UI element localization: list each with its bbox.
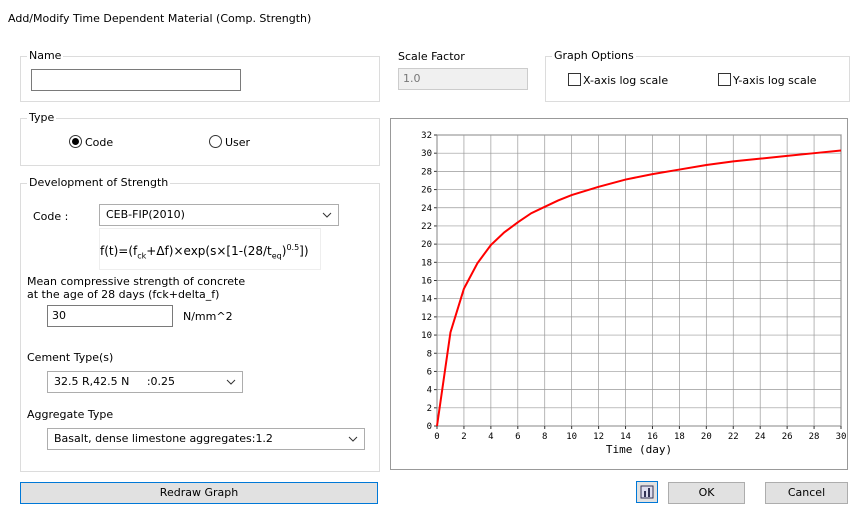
x-tick-label: 4 [488, 432, 493, 442]
redraw-button[interactable]: Redraw Graph [20, 482, 378, 504]
y-tick-label: 10 [421, 331, 432, 341]
formula-part: ]) [299, 244, 309, 258]
y-tick-label: 2 [427, 404, 432, 414]
group-label: Development of Strength [27, 176, 171, 189]
graph-options: Graph Options X-axis log scale Y-axis lo… [545, 49, 850, 102]
x-tick-label: 20 [701, 432, 712, 442]
development-group: Development of Strength Code : CEB-FIP(2… [20, 176, 380, 472]
cancel-button[interactable]: Cancel [765, 482, 848, 504]
aggregate-dropdown[interactable]: Basalt, dense limestone aggregates:1.2 [47, 428, 365, 450]
radio-label: Code [85, 136, 114, 149]
y-tick-label: 8 [427, 349, 432, 359]
x-tick-label: 18 [674, 432, 685, 442]
name-group: Name [20, 49, 380, 102]
x-tick-label: 14 [620, 432, 631, 442]
y-tick-label: 6 [427, 367, 432, 377]
y-tick-label: 12 [421, 313, 432, 323]
radio-option[interactable]: Code [69, 135, 113, 149]
x-tick-label: 6 [515, 432, 520, 442]
y-tick-label: 20 [421, 240, 432, 250]
window-title: Add/Modify Time Dependent Material (Comp… [8, 12, 312, 25]
x-tick-label: 30 [836, 432, 847, 442]
x-tick-label: 2 [461, 432, 466, 442]
y-tick-label: 0 [427, 422, 432, 432]
scale-label: Scale Factor [398, 50, 465, 63]
x-tick-label: 28 [809, 432, 820, 442]
dropdown-value: Basalt, dense limestone aggregates:1.2 [54, 432, 273, 445]
dropdown-value: 32.5 R,42.5 N :0.25 [54, 375, 176, 388]
y-tick-label: 4 [427, 386, 432, 396]
radio[interactable] [69, 135, 82, 148]
formula-part: 0.5 [286, 243, 300, 252]
radio-label: User [225, 136, 251, 149]
unit-label: N/mm^2 [183, 310, 233, 323]
cement-label: Cement Type(s) [27, 351, 114, 364]
y-tick-label: 14 [421, 295, 432, 305]
group-label: Name [27, 49, 64, 62]
name-input[interactable] [31, 69, 241, 91]
strength-curve [436, 149, 842, 427]
y-tick-label: 24 [421, 204, 432, 214]
scale-input[interactable]: 1.0 [398, 68, 528, 90]
radio[interactable] [209, 135, 222, 148]
cement-dropdown[interactable]: 32.5 R,42.5 N :0.25 [47, 371, 243, 393]
x-tick-label: 26 [782, 432, 793, 442]
checkbox-label: Y-axis log scale [733, 74, 817, 87]
formula-part: +Δf)×exp(s×[1-(28/t [146, 244, 272, 258]
x-log-checkbox[interactable]: X-axis log scale [568, 73, 668, 87]
x-tick-label: 8 [542, 432, 547, 442]
group-label: Graph Options [552, 49, 636, 62]
formula-part: f(t)=(f [100, 244, 138, 258]
formula-part: ) [281, 244, 287, 258]
aggregate-label: Aggregate Type [27, 408, 114, 421]
chevron [226, 379, 236, 385]
code-dropdown[interactable]: CEB-FIP(2010) [99, 204, 339, 226]
y-log-checkbox[interactable]: Y-axis log scale [718, 73, 817, 87]
x-axis-label: Time (day) [606, 443, 672, 456]
group-label: Type [27, 111, 57, 124]
icon-button[interactable] [636, 481, 658, 503]
mean-label: Mean compressive strength of concrete [27, 275, 246, 288]
type-group: Type Code User [20, 111, 380, 166]
chevron [322, 212, 332, 218]
y-tick-label: 16 [421, 277, 432, 287]
icon [640, 485, 654, 499]
mean-label: at the age of 28 days (fck+delta_f) [27, 288, 220, 301]
x-tick-label: 22 [728, 432, 739, 442]
y-tick-label: 28 [421, 167, 432, 177]
y-tick-label: 32 [421, 131, 432, 141]
y-tick-label: 30 [421, 149, 432, 159]
checkbox-label: X-axis log scale [583, 74, 669, 87]
x-tick-label: 24 [755, 432, 766, 442]
x-tick-label: 10 [566, 432, 577, 442]
x-tick-label: 0 [434, 432, 439, 442]
chevron [348, 436, 358, 442]
formula-part: ck [137, 251, 147, 261]
y-tick-label: 26 [421, 186, 432, 196]
ok-button[interactable]: OK [668, 482, 745, 504]
y-tick-label: 22 [421, 222, 432, 232]
x-tick-label: 12 [593, 432, 604, 442]
formula-part: eq [271, 251, 282, 261]
radio-option[interactable]: User [209, 135, 250, 149]
y-tick-label: 18 [421, 258, 432, 268]
formula: f(t)=(fck+Δf)×exp(s×[1-(28/teq)0.5]) [99, 228, 321, 270]
x-tick-label: 16 [647, 432, 658, 442]
code-label: Code : [33, 210, 69, 223]
dropdown-value: CEB-FIP(2010) [106, 208, 185, 221]
mean-input[interactable]: 30 [47, 305, 173, 327]
